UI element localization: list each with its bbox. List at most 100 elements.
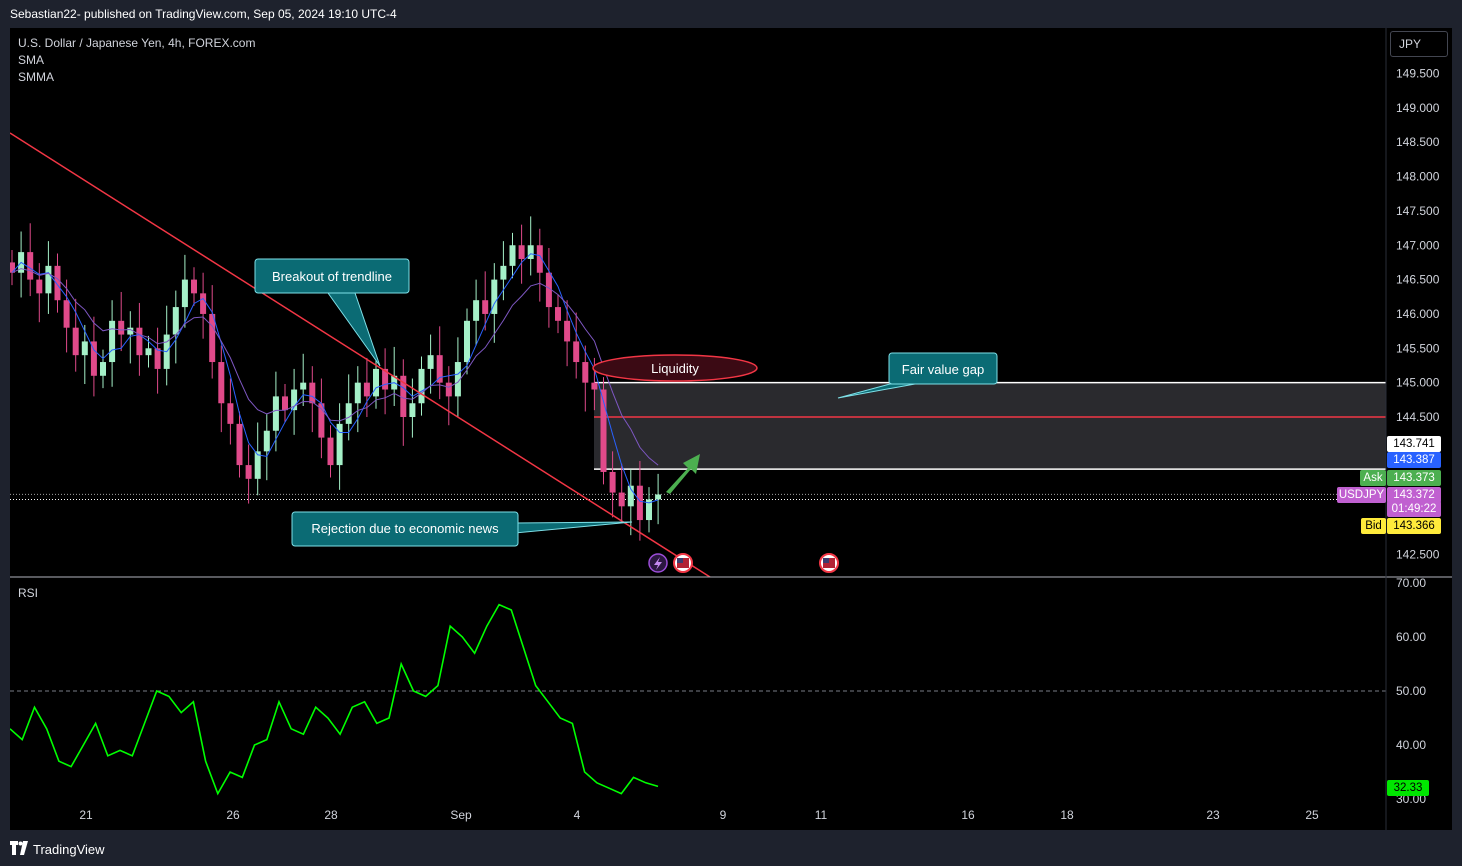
candle-body	[409, 403, 416, 417]
price-tick-label: 147.000	[1396, 238, 1440, 252]
price-tick-label: 148.000	[1396, 170, 1440, 184]
rsi-tick-label: 50.00	[1396, 684, 1426, 698]
candle-body	[436, 355, 443, 383]
smma-legend[interactable]: SMMA	[18, 70, 54, 84]
candle-body	[81, 341, 88, 356]
candle-body	[54, 265, 61, 301]
candle-body	[100, 362, 106, 376]
candle-body	[582, 362, 589, 383]
candle-body	[600, 389, 607, 472]
candle-body	[282, 396, 288, 411]
last-price: 143.372	[1387, 487, 1441, 503]
candle-body	[482, 300, 489, 314]
rejection-callout-box	[291, 511, 519, 547]
bid-price: 143.366	[1387, 518, 1441, 534]
time-tick-label: 9	[720, 808, 727, 822]
price-tick-label: 146.000	[1396, 307, 1440, 321]
sma-price: 143.387	[1387, 452, 1441, 468]
currency-button[interactable]: JPY	[1390, 31, 1448, 57]
time-tick-label: 28	[324, 808, 338, 822]
us-flag-canton-icon	[677, 558, 683, 563]
candle-body	[382, 368, 389, 390]
tradingview-logo-icon	[10, 841, 28, 855]
fvg-text: Fair value gap	[902, 362, 984, 377]
candle-body	[609, 471, 616, 493]
candle-body	[454, 362, 461, 397]
sma-line	[11, 253, 659, 504]
rsi-tick-label: 70.00	[1396, 576, 1426, 590]
candle-body	[236, 423, 243, 466]
price-tick-label: 146.500	[1396, 273, 1440, 287]
smma-line	[11, 268, 659, 466]
chart-area[interactable]: 149.500 149.000 148.500 148.000 147.500 147.0…	[9, 28, 1452, 830]
candle-body	[172, 307, 179, 335]
candle-body	[300, 382, 307, 390]
chart-svg[interactable]: 149.500 149.000 148.500 148.000 147.500 147.0…	[9, 28, 1452, 830]
candle-body	[464, 320, 470, 363]
symbol-tag: USDJPY	[1337, 487, 1386, 503]
price-tick-label: 147.500	[1396, 204, 1440, 218]
price-tick-label: 148.500	[1396, 135, 1440, 149]
candle-body	[227, 403, 234, 424]
rsi-line	[9, 603, 659, 796]
candle-body	[318, 403, 325, 438]
candle-body	[72, 327, 79, 356]
candle-body	[373, 368, 379, 397]
candle-body	[354, 382, 361, 404]
us-flag-canton-icon	[823, 558, 829, 563]
candle-body	[36, 279, 43, 294]
time-tick-label: 21	[79, 808, 93, 822]
candle-body	[127, 327, 134, 335]
candle-body	[618, 492, 625, 507]
price-tick-label: 149.500	[1396, 67, 1440, 81]
candle-body	[27, 252, 34, 280]
price-tick-label: 144.500	[1396, 410, 1440, 424]
price-tick-label: 142.500	[1396, 547, 1440, 561]
candle-body	[473, 300, 480, 321]
candle-body	[363, 382, 370, 397]
candle-body	[45, 265, 52, 294]
candle-body	[136, 327, 143, 356]
rsi-tick-label: 40.00	[1396, 738, 1426, 752]
symbol-legend[interactable]: U.S. Dollar / Japanese Yen, 4h, FOREX.co…	[18, 36, 256, 50]
rsi-tick-label: 60.00	[1396, 630, 1426, 644]
candle-body	[536, 245, 543, 273]
time-tick-label: 26	[226, 808, 240, 822]
candle-body	[245, 465, 252, 479]
ask-price: 143.373	[1387, 470, 1441, 486]
fvg-box	[594, 382, 1386, 470]
candle-body	[427, 355, 434, 369]
candle-body	[181, 279, 188, 308]
candle-body	[509, 245, 516, 266]
candle-body	[109, 320, 116, 363]
countdown: 01:49:22	[1387, 501, 1441, 517]
breakout-callout-tail	[327, 292, 381, 367]
rsi-value-label: 32.33	[1387, 780, 1429, 796]
candle-body	[209, 313, 216, 363]
candle-body	[191, 279, 197, 294]
rsi-legend[interactable]: RSI	[18, 586, 39, 600]
time-tick-label: 18	[1060, 808, 1074, 822]
up-arrow-icon	[666, 454, 700, 494]
candle-body	[336, 423, 343, 466]
candle-body	[263, 430, 270, 452]
time-tick-label: 4	[574, 808, 581, 822]
time-tick-label: 23	[1206, 808, 1220, 822]
candle-body	[9, 262, 15, 273]
candle-body	[655, 494, 662, 500]
candle-body	[573, 341, 580, 363]
price-tick-label: 149.000	[1396, 101, 1440, 115]
rejection-callout-tail	[514, 521, 633, 534]
candle-body	[400, 375, 407, 417]
candle-body	[527, 245, 534, 259]
sma-legend[interactable]: SMA	[18, 53, 45, 67]
time-tick-label: Sep	[450, 808, 472, 822]
candle-body	[418, 368, 425, 404]
candle-body	[345, 403, 352, 424]
bid-tag: Bid	[1361, 518, 1386, 534]
candle-body	[90, 341, 97, 376]
time-tick-label: 11	[815, 808, 828, 822]
price-tick-label: 145.000	[1396, 376, 1440, 390]
candle-body	[500, 265, 507, 280]
candle-body	[445, 382, 452, 397]
